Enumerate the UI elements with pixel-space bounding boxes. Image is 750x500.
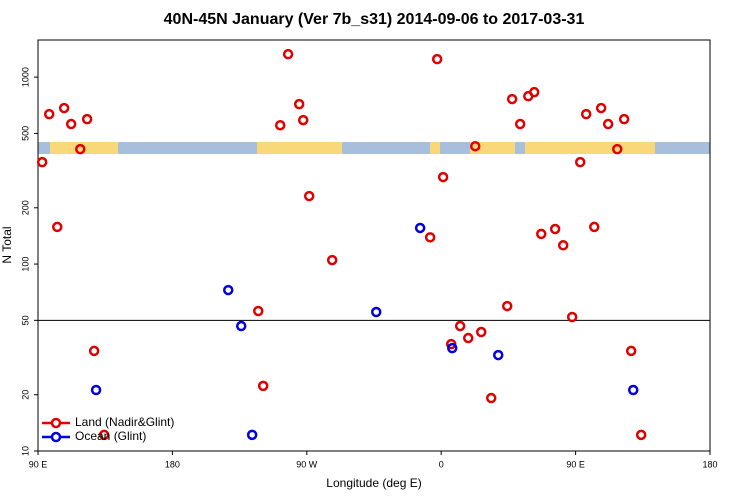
point xyxy=(501,300,513,312)
land-mask xyxy=(38,142,710,154)
point xyxy=(437,171,449,183)
legend-marker xyxy=(50,417,62,429)
point xyxy=(557,240,569,251)
y-tick-label: 20 xyxy=(20,390,30,400)
point xyxy=(414,222,426,234)
point xyxy=(514,118,526,130)
point xyxy=(223,284,234,296)
point xyxy=(326,254,338,266)
x-tick-label: 0 xyxy=(439,459,444,469)
y-tick-label: 100 xyxy=(20,257,30,272)
point xyxy=(431,53,443,65)
point xyxy=(549,223,561,235)
plot-frame xyxy=(37,39,711,452)
point xyxy=(293,98,305,110)
point xyxy=(447,342,458,354)
point xyxy=(492,349,504,361)
point xyxy=(536,228,547,240)
x-axis-label: Longitude (deg E) xyxy=(326,476,421,490)
point xyxy=(274,119,286,131)
point xyxy=(75,143,86,155)
point xyxy=(580,108,592,120)
point xyxy=(566,311,578,323)
x-tick-label: 90 W xyxy=(296,459,318,469)
point xyxy=(297,114,309,126)
point xyxy=(625,345,637,357)
legend-label: Land (Nadir&Glint) xyxy=(75,415,174,429)
point xyxy=(454,320,466,332)
x-tick-label: 90 E xyxy=(29,459,48,469)
point xyxy=(612,143,623,155)
land-strip xyxy=(525,142,655,154)
y-axis-label: N Total xyxy=(0,226,14,263)
y-tick-label: 1000 xyxy=(20,67,30,87)
point xyxy=(246,429,258,441)
point xyxy=(475,326,487,338)
point xyxy=(485,392,497,404)
land-strip xyxy=(430,142,440,154)
point xyxy=(52,221,63,233)
point xyxy=(424,232,436,243)
point xyxy=(506,93,518,105)
point xyxy=(469,140,481,152)
land-strip xyxy=(257,142,342,154)
land-strip xyxy=(470,142,515,154)
point xyxy=(574,156,586,168)
point xyxy=(528,86,540,98)
x-tick-label: 180 xyxy=(702,459,717,469)
point xyxy=(370,306,382,318)
y-tick-label: 10 xyxy=(20,446,30,456)
point xyxy=(58,102,70,114)
point xyxy=(257,380,269,392)
point xyxy=(43,108,55,120)
y-tick-label: 50 xyxy=(20,315,30,325)
x-tick-label: 90 E xyxy=(566,459,585,469)
point xyxy=(462,332,474,344)
point xyxy=(235,320,247,332)
point xyxy=(618,113,630,125)
point xyxy=(90,384,102,396)
point xyxy=(589,221,600,233)
y-tick-label: 200 xyxy=(20,200,30,215)
legend-label: Ocean (Glint) xyxy=(75,429,146,443)
y-tick-label: 500 xyxy=(20,126,30,141)
point xyxy=(36,156,48,168)
point xyxy=(303,190,315,202)
point xyxy=(81,113,93,125)
point xyxy=(635,429,647,441)
point xyxy=(98,429,110,441)
legend-marker xyxy=(50,431,62,443)
point xyxy=(65,118,77,130)
point xyxy=(253,305,264,317)
point xyxy=(595,102,607,114)
point xyxy=(282,48,294,60)
point xyxy=(602,118,614,130)
x-tick-label: 180 xyxy=(165,459,180,469)
point xyxy=(627,384,639,396)
chart-title: 40N-45N January (Ver 7b_s31) 2014-09-06 … xyxy=(164,11,585,28)
point xyxy=(88,345,100,357)
